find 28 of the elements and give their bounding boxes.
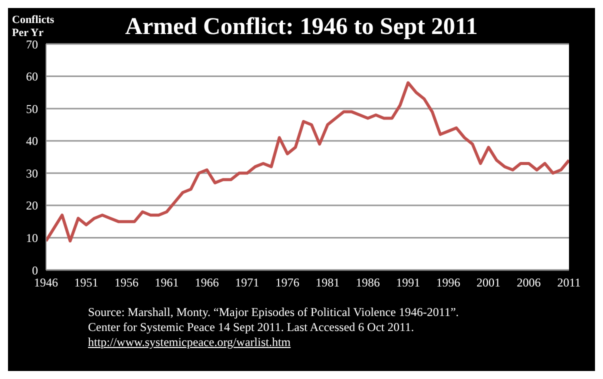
- text: Center for Systemic Peace 14 Sept 2011. Last Accessed 6 Oct 2011.: [88, 320, 416, 335]
- x-tick-label: 1981: [316, 276, 340, 290]
- y-axis-title: Conflicts Per Yr: [12, 14, 56, 40]
- x-tick-label: 1956: [114, 276, 138, 290]
- x-tick-label: 2006: [516, 276, 541, 290]
- y-tick-label: 70: [26, 37, 38, 52]
- x-tick-label: 1961: [154, 276, 179, 290]
- x-tick-label: 1996: [436, 276, 460, 290]
- x-tick-label: 1986: [356, 276, 380, 290]
- x-tick-label: 1976: [275, 276, 300, 290]
- x-tick-label: 1991: [396, 276, 420, 290]
- y-tick-label: 0: [32, 263, 38, 278]
- x-tick-label: 1971: [235, 276, 260, 290]
- y-tick-label: 10: [26, 230, 38, 245]
- x-tick-label: 1966: [194, 276, 219, 290]
- y-tick-label: 60: [26, 70, 38, 84]
- y-tick-label: 20: [26, 198, 38, 213]
- y-tick-label: 30: [26, 166, 38, 180]
- y-tick-label: 50: [26, 102, 38, 116]
- x-tick-label: 1946: [34, 276, 58, 290]
- x-tick-label: 2011: [557, 276, 581, 290]
- line-series: [46, 81, 569, 242]
- text: http://www.systemicpeace.org/warlist.htm: [88, 335, 292, 350]
- x-tick-label: 2001: [476, 276, 501, 290]
- source-note: Source: Marshall, Monty. “Major Episodes of Political Violence 1946-2011”.: [88, 305, 459, 320]
- y-tick-label: 40: [26, 134, 38, 148]
- x-tick-label: 1951: [74, 276, 98, 290]
- chart-title: Armed Conflict: 1946 to Sept 2011: [125, 14, 478, 40]
